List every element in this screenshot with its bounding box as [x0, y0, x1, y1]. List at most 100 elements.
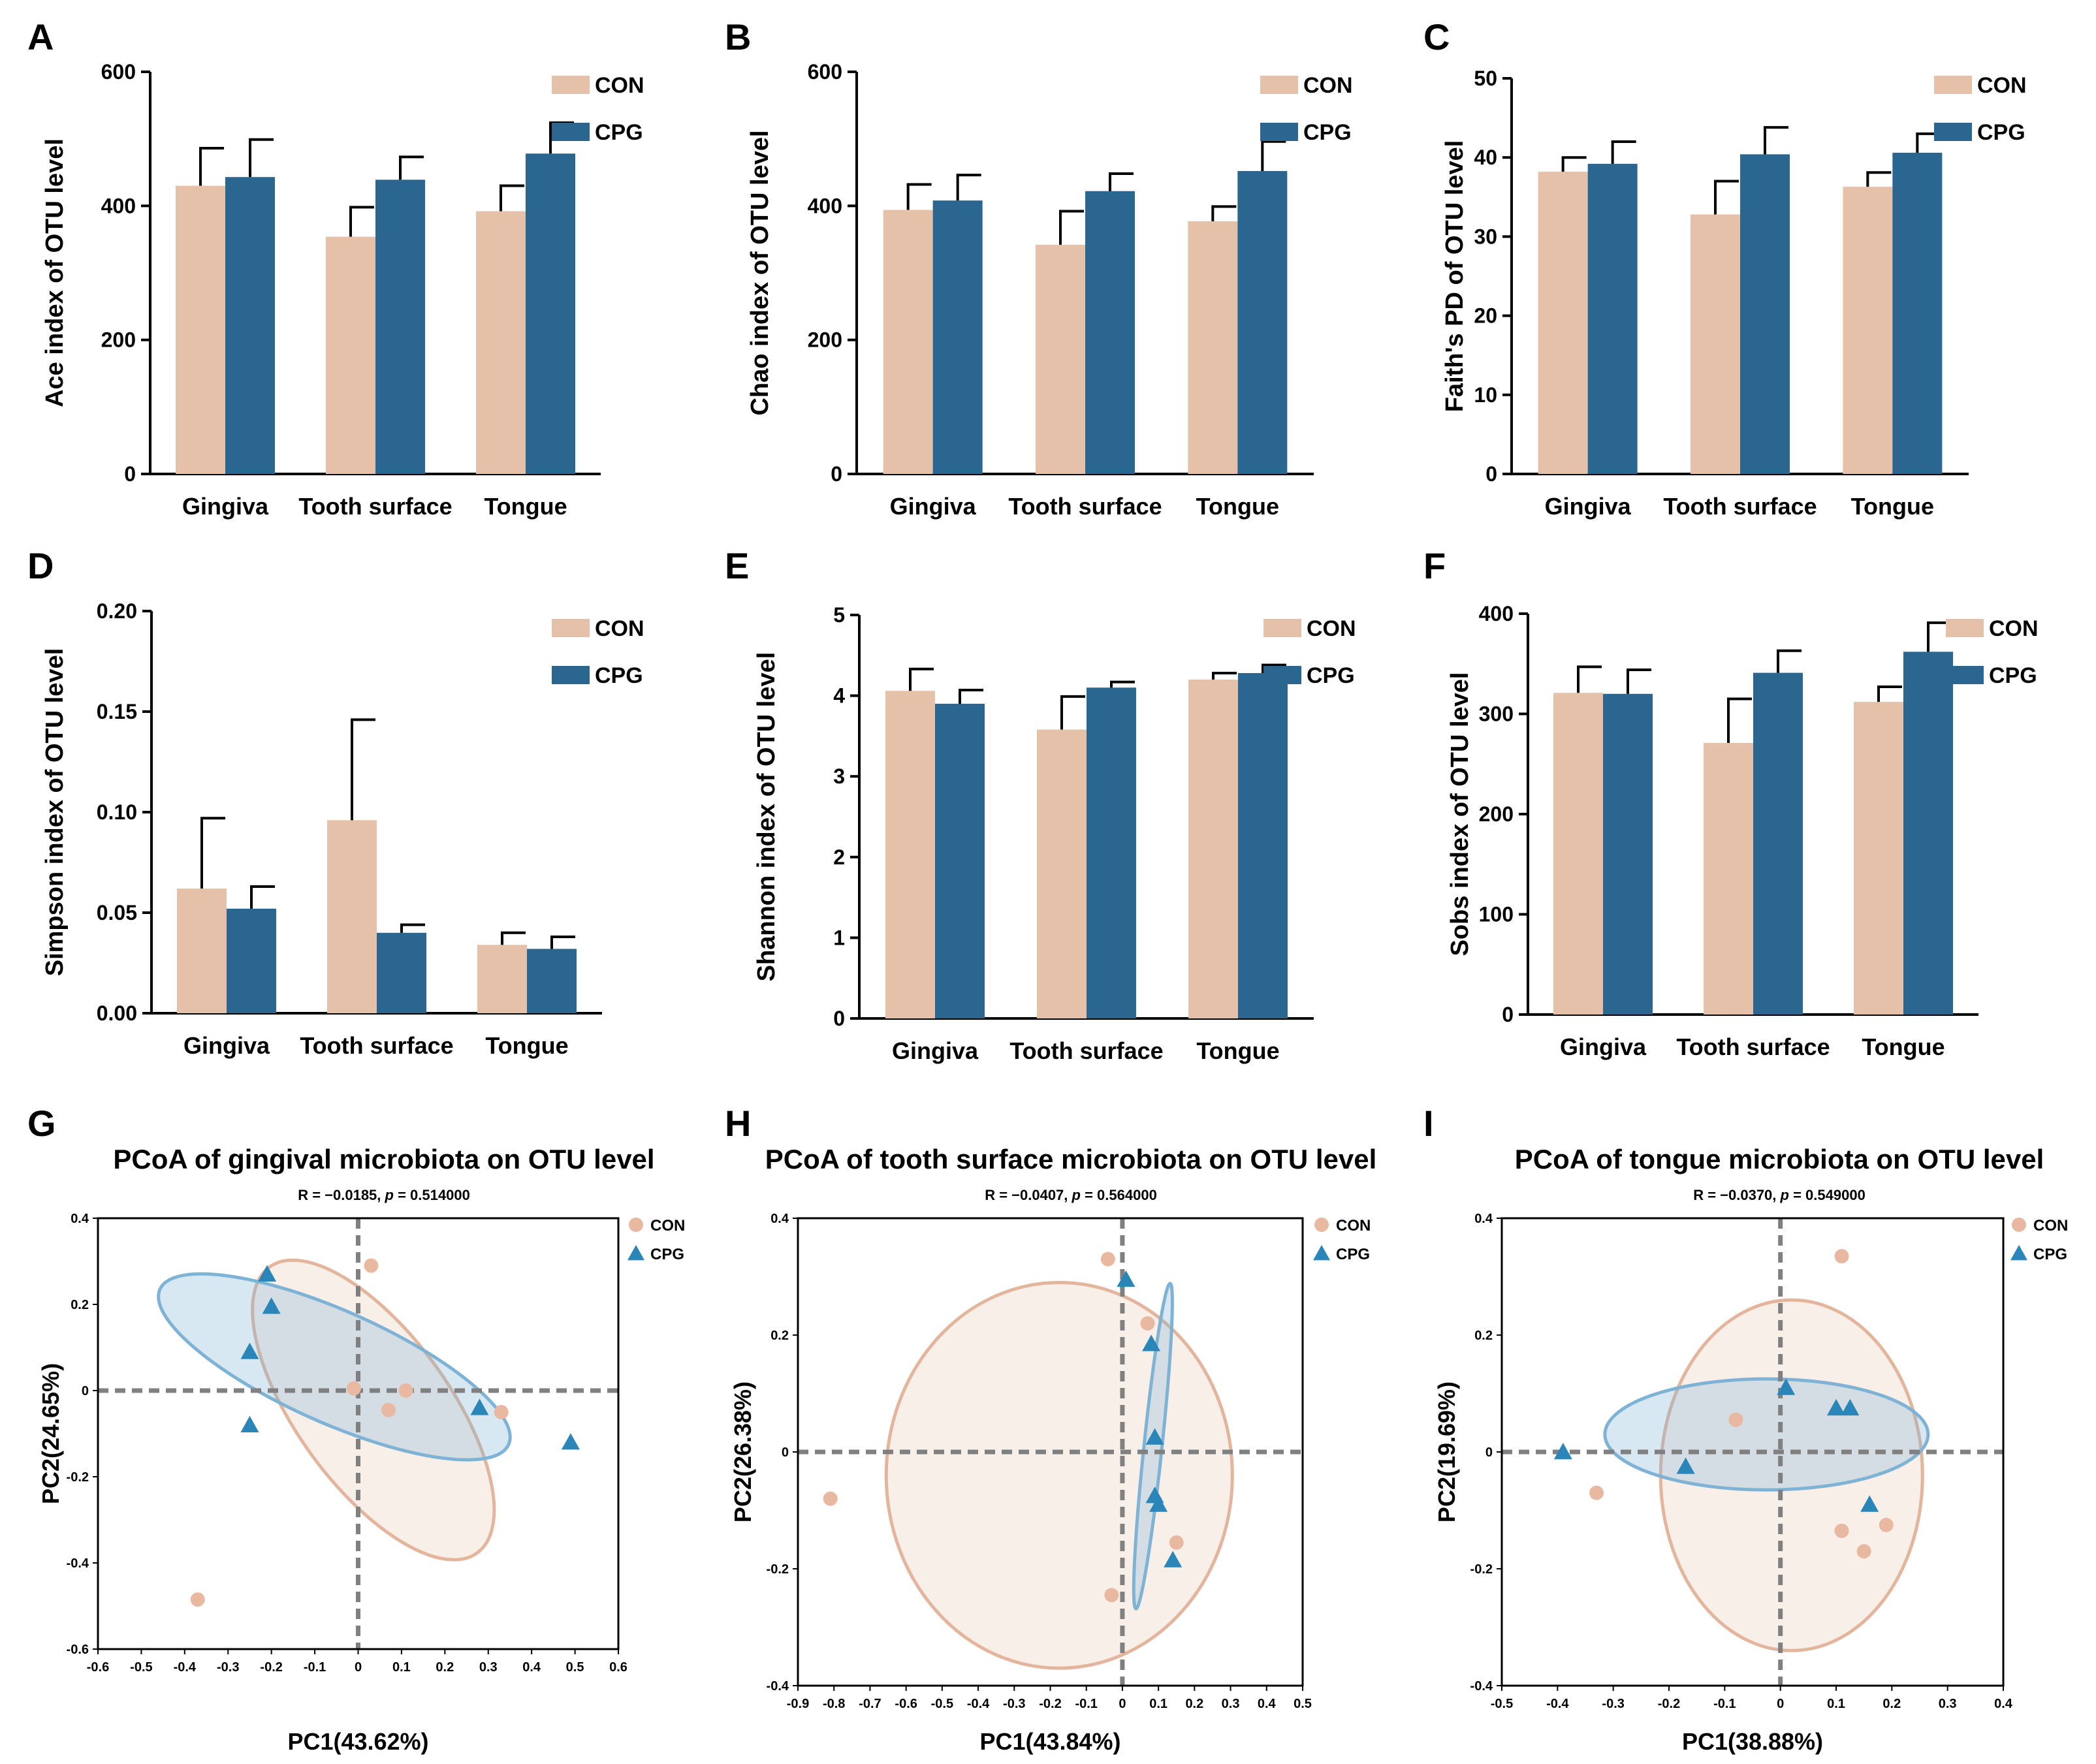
- bar-cpg-0: [227, 908, 276, 1013]
- confidence-ellipse-con: [884, 1280, 1234, 1670]
- x-tick-label: 0: [1777, 1697, 1784, 1711]
- bar-con-0: [1538, 172, 1588, 474]
- x-tick-label: -0.2: [260, 1660, 282, 1675]
- point-cpg: [1676, 1457, 1695, 1474]
- bar-con-0: [1553, 693, 1603, 1015]
- x-tick-label: 0.2: [1185, 1697, 1203, 1711]
- panel-label: H: [725, 1103, 751, 1144]
- legend-label-cpg: CPG: [1336, 1246, 1370, 1263]
- y-axis-title: PC2(26.38%): [729, 1381, 756, 1522]
- x-tick-label: -0.1: [1713, 1697, 1736, 1711]
- y-tick-label: 0: [833, 1007, 845, 1030]
- y-tick-label: 300: [1479, 702, 1514, 726]
- legend-swatch-con: [1934, 76, 1972, 94]
- x-tick-label: Tooth surface: [1676, 1033, 1830, 1060]
- x-tick-label: 0.1: [392, 1660, 411, 1675]
- bar-con-2: [476, 211, 526, 474]
- legend-label-cpg: CPG: [2033, 1246, 2067, 1263]
- chart-title: PCoA of gingival microbiota on OTU level: [113, 1144, 654, 1174]
- point-cpg: [1777, 1378, 1796, 1395]
- bar-cpg-0: [935, 703, 985, 1018]
- y-tick-label: 10: [1474, 383, 1497, 407]
- x-tick-label: 0.4: [522, 1660, 541, 1675]
- panel-G: G PCoA of gingival microbiota on OTU leve…: [27, 1103, 685, 1755]
- x-axis-title: PC1(43.62%): [287, 1728, 428, 1755]
- point-con: [494, 1405, 509, 1419]
- bar-cpg-1: [1085, 191, 1135, 474]
- y-axis-title: Sobs index of OTU level: [1446, 672, 1474, 956]
- y-tick-label: 0: [82, 1384, 89, 1398]
- point-con: [1589, 1485, 1604, 1500]
- bar-con-0: [885, 691, 935, 1018]
- legend-label-cpg: CPG: [1977, 120, 2025, 145]
- bar-con-1: [1704, 743, 1753, 1015]
- legend-swatch-con: [552, 76, 590, 94]
- panel-B: B 0 200 400 600 Chao index of OTU level Gingiv…: [725, 16, 1353, 520]
- point-cpg: [1164, 1551, 1183, 1567]
- y-tick-label: 0: [782, 1445, 789, 1460]
- bar-con-1: [1036, 244, 1085, 474]
- confidence-ellipse-cpg: [1132, 1282, 1174, 1611]
- x-tick-label: 0.2: [1882, 1697, 1901, 1711]
- stat-pvalue: = 0.549000: [1789, 1187, 1866, 1203]
- x-tick-label: -0.6: [87, 1660, 109, 1675]
- bar-cpg-1: [1087, 687, 1136, 1018]
- legend-label-cpg: CPG: [595, 120, 643, 145]
- bar-cpg-1: [375, 180, 425, 474]
- x-tick-label: 0.5: [1294, 1697, 1312, 1711]
- x-tick-label: -0.2: [1039, 1697, 1061, 1711]
- point-con: [1879, 1517, 1894, 1532]
- bar-cpg-2: [1238, 672, 1288, 1018]
- y-tick-label: 0.2: [71, 1298, 89, 1312]
- point-con: [346, 1381, 361, 1396]
- y-tick-label: 0.15: [97, 700, 137, 723]
- point-con: [823, 1491, 838, 1506]
- point-con: [1104, 1588, 1119, 1603]
- bar-cpg-0: [1587, 163, 1638, 474]
- bar-con-0: [176, 185, 225, 474]
- x-tick-label: -0.5: [130, 1660, 152, 1675]
- y-tick-label: 1: [833, 926, 845, 949]
- bar-cpg-1: [1753, 672, 1803, 1015]
- y-axis-title: Ace index of OTU level: [41, 138, 69, 407]
- point-cpg: [1841, 1398, 1860, 1416]
- panel-label: G: [27, 1103, 56, 1144]
- chart-title: PCoA of tongue microbiota on OTU level: [1515, 1144, 2044, 1174]
- stat-r: R = −0.0185,: [298, 1187, 385, 1203]
- bar-cpg-0: [225, 177, 275, 474]
- point-con: [398, 1383, 413, 1398]
- y-tick-label: -0.4: [67, 1556, 89, 1571]
- panel-D: D 0.00 0.05 0.10 0.15 0.20 Simpson index of OT…: [27, 545, 644, 1059]
- x-axis-title: PC1(43.84%): [979, 1728, 1120, 1755]
- x-tick-label: Tooth surface: [1009, 1037, 1163, 1064]
- panel-I: I PCoA of tongue microbiota on OTU level R…: [1423, 1103, 2068, 1755]
- x-tick-label: Tooth surface: [1008, 493, 1162, 520]
- point-cpg: [262, 1297, 281, 1314]
- legend-swatch-con: [1946, 619, 1984, 637]
- legend-label-con: CON: [595, 616, 644, 641]
- bar-con-2: [1843, 187, 1893, 474]
- y-tick-label: -0.4: [767, 1679, 789, 1693]
- x-tick-label: -0.2: [1658, 1697, 1680, 1711]
- bar-con-1: [326, 236, 375, 474]
- panel-C: C 0 10 20 30 40 50 Faith's PD of OTU level Gingi…: [1423, 16, 2027, 520]
- legend-label-con: CON: [1303, 73, 1353, 98]
- x-tick-label: -0.4: [174, 1660, 197, 1675]
- stat-r: R = −0.0370,: [1693, 1187, 1780, 1203]
- x-tick-label: Tongue: [485, 1032, 568, 1059]
- point-cpg: [240, 1342, 259, 1359]
- x-tick-label: Gingiva: [892, 1037, 979, 1064]
- plot-area: [798, 1218, 1303, 1686]
- x-tick-label: Tongue: [1196, 493, 1279, 520]
- legend-label-cpg: CPG: [1989, 663, 2037, 688]
- y-tick-label: 0.05: [97, 901, 137, 924]
- legend-swatch-cpg: [1946, 666, 1984, 684]
- x-tick-label: 0.4: [1994, 1697, 2013, 1711]
- panel-E: E 0 1 2 3 4 5 Shannon index of OTU level Gingiva…: [725, 545, 1356, 1064]
- panel-label: B: [725, 16, 751, 57]
- x-tick-label: Tooth surface: [300, 1032, 453, 1059]
- x-tick-label: 0.3: [479, 1660, 498, 1675]
- y-tick-label: 400: [101, 194, 136, 217]
- x-tick-label: -0.4: [967, 1697, 990, 1711]
- legend-marker-con: [629, 1218, 643, 1232]
